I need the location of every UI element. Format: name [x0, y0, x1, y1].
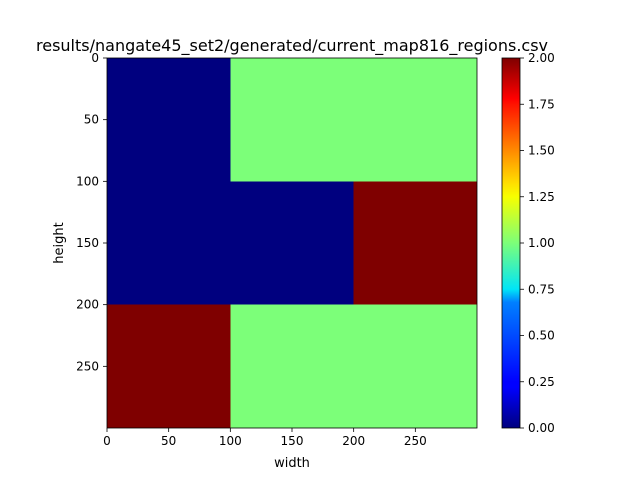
x-tick-label: 100	[219, 434, 242, 448]
plot-area	[106, 57, 478, 429]
y-tick-label: 250	[76, 359, 99, 373]
colorbar-tick-label: 1.25	[528, 190, 555, 204]
colorbar-tick-label: 0.50	[528, 329, 555, 343]
x-tick-label: 0	[103, 434, 111, 448]
y-tick-label: 0	[91, 51, 99, 65]
y-tick-label: 200	[76, 298, 99, 312]
heatmap-cell-3	[353, 181, 477, 305]
colorbar: 0.00 0.25 0.50 0.75 1.00 1.25 1.50 1.75 2.00	[501, 51, 555, 435]
heatmap-cell-2	[107, 181, 354, 305]
colorbar-tick-label: 2.00	[528, 51, 555, 65]
colorbar-tick-label: 1.00	[528, 236, 555, 250]
colorbar-tick-label: 0.25	[528, 375, 555, 389]
chart-title: results/nangate45_set2/generated/current…	[36, 36, 548, 56]
colorbar-tick-label: 1.50	[528, 144, 555, 158]
x-axis-label: width	[274, 456, 310, 471]
y-tick-label: 100	[76, 174, 99, 188]
heatmap-cell-0	[107, 58, 231, 182]
y-axis-label: height	[52, 222, 67, 263]
heatmap-cell-5	[230, 304, 477, 428]
heatmap-cell-4	[107, 304, 231, 428]
colorbar-gradient	[501, 57, 521, 429]
x-tick-label: 150	[281, 434, 304, 448]
x-tick-label: 50	[161, 434, 176, 448]
y-tick-label: 50	[84, 113, 99, 127]
y-tick-label: 150	[76, 236, 99, 250]
colorbar-tick-label: 0.75	[528, 282, 555, 296]
y-axis: 0 50 100 150 200 250	[76, 51, 107, 373]
x-tick-label: 200	[342, 434, 365, 448]
x-axis: 0 50 100 150 200 250	[103, 428, 427, 448]
x-tick-label: 250	[404, 434, 427, 448]
colorbar-tick-label: 0.00	[528, 421, 555, 435]
heatmap-cell-1	[230, 58, 477, 182]
colorbar-tick-label: 1.75	[528, 97, 555, 111]
